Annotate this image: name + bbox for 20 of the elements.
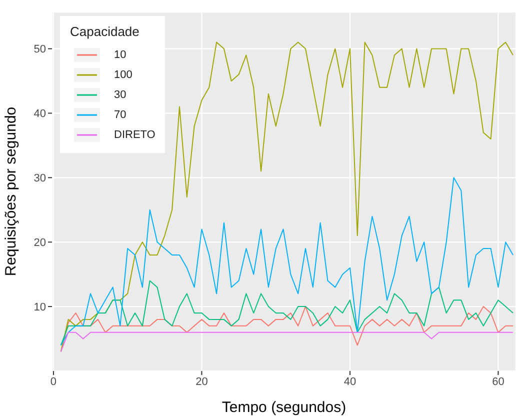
legend-title: Capacidade xyxy=(70,24,140,39)
y-axis-title: Requisições por segundo xyxy=(2,106,20,276)
x-tick-label: 0 xyxy=(50,376,57,388)
line-series xyxy=(60,280,514,346)
y-tick-label: 40 xyxy=(34,108,46,120)
legend-label: 100 xyxy=(114,69,132,81)
legend-label: DIRETO xyxy=(114,129,156,141)
x-tick-label: 40 xyxy=(344,376,356,388)
y-tick-label: 30 xyxy=(34,172,46,185)
line-series xyxy=(60,177,514,346)
y-tick-label: 50 xyxy=(34,44,46,56)
x-tick-label: 60 xyxy=(492,376,504,388)
y-tick-label: 10 xyxy=(34,301,46,314)
line-series xyxy=(60,42,514,352)
x-tick-label: 20 xyxy=(196,376,208,388)
legend-label: 30 xyxy=(114,89,126,101)
y-tick-label: 20 xyxy=(34,237,46,249)
x-axis-title: Tempo (segundos) xyxy=(222,399,346,416)
legend-label: 70 xyxy=(114,109,126,121)
legend-label: 10 xyxy=(114,49,126,61)
